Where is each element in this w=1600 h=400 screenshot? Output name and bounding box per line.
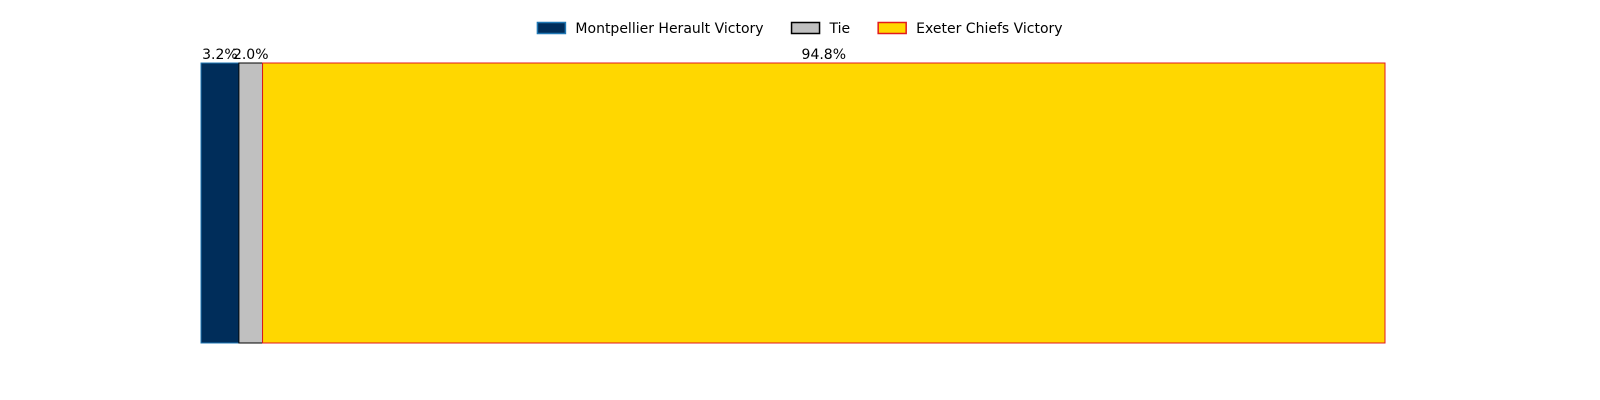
percent-label-tie: 2.0% <box>233 47 269 63</box>
legend-swatch-exeter-chiefs-victory <box>877 21 907 35</box>
legend-label-tie: Tie <box>829 21 851 37</box>
bar-segment-tie <box>238 62 264 344</box>
legend-item-montpellier-herault-victory: Montpellier Herault Victory <box>536 21 764 37</box>
bar-segment-exeter-chiefs-victory <box>262 62 1386 344</box>
bar-segment-montpellier-herault-victory <box>200 62 240 344</box>
percent-label-exeter-chiefs-victory: 94.8% <box>802 47 846 63</box>
legend-label-montpellier-herault-victory: Montpellier Herault Victory <box>575 21 763 37</box>
legend-swatch-montpellier-herault-victory <box>536 21 567 35</box>
legend-item-tie: Tie <box>790 21 851 37</box>
legend-label-exeter-chiefs-victory: Exeter Chiefs Victory <box>916 21 1062 37</box>
percent-labels: 3.2%2.0% 94.8% <box>202 47 846 63</box>
legend: Montpellier Herault Victory Tie Exeter Chi… <box>536 21 1063 37</box>
legend-swatch-tie <box>790 21 821 35</box>
percent-label-montpellier-herault-victory: 3.2% <box>202 47 238 63</box>
bar-segments <box>200 62 1386 344</box>
legend-item-exeter-chiefs-victory: Exeter Chiefs Victory <box>877 21 1063 37</box>
